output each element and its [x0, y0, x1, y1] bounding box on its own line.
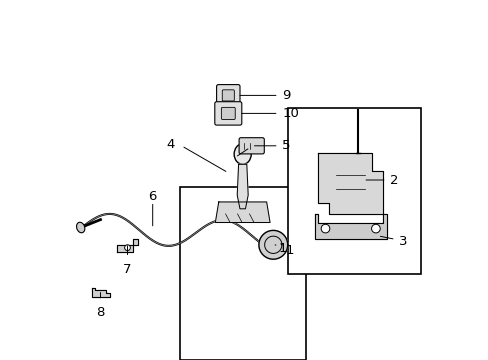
Text: 10: 10	[282, 107, 299, 120]
Polygon shape	[237, 164, 248, 209]
Polygon shape	[215, 202, 269, 222]
Polygon shape	[258, 230, 287, 259]
FancyBboxPatch shape	[214, 102, 241, 125]
Ellipse shape	[234, 144, 251, 164]
Polygon shape	[318, 153, 382, 214]
Text: 3: 3	[399, 235, 407, 248]
FancyBboxPatch shape	[239, 138, 264, 154]
FancyBboxPatch shape	[216, 85, 240, 106]
Bar	[179, 187, 305, 360]
Polygon shape	[91, 288, 109, 297]
Text: 2: 2	[389, 174, 398, 186]
Text: 5: 5	[282, 139, 290, 152]
Text: 4: 4	[165, 138, 174, 150]
Polygon shape	[117, 239, 138, 252]
Text: 8: 8	[96, 306, 104, 319]
Text: 7: 7	[123, 263, 131, 276]
Bar	[287, 108, 420, 274]
Ellipse shape	[77, 222, 85, 233]
Circle shape	[124, 245, 130, 251]
Text: 1: 1	[285, 244, 294, 257]
Circle shape	[371, 224, 380, 233]
FancyBboxPatch shape	[222, 90, 234, 101]
Text: 9: 9	[282, 89, 290, 102]
Text: 6: 6	[148, 190, 157, 203]
Polygon shape	[314, 214, 386, 239]
Text: 1: 1	[275, 242, 286, 255]
Circle shape	[321, 224, 329, 233]
FancyBboxPatch shape	[221, 107, 235, 120]
